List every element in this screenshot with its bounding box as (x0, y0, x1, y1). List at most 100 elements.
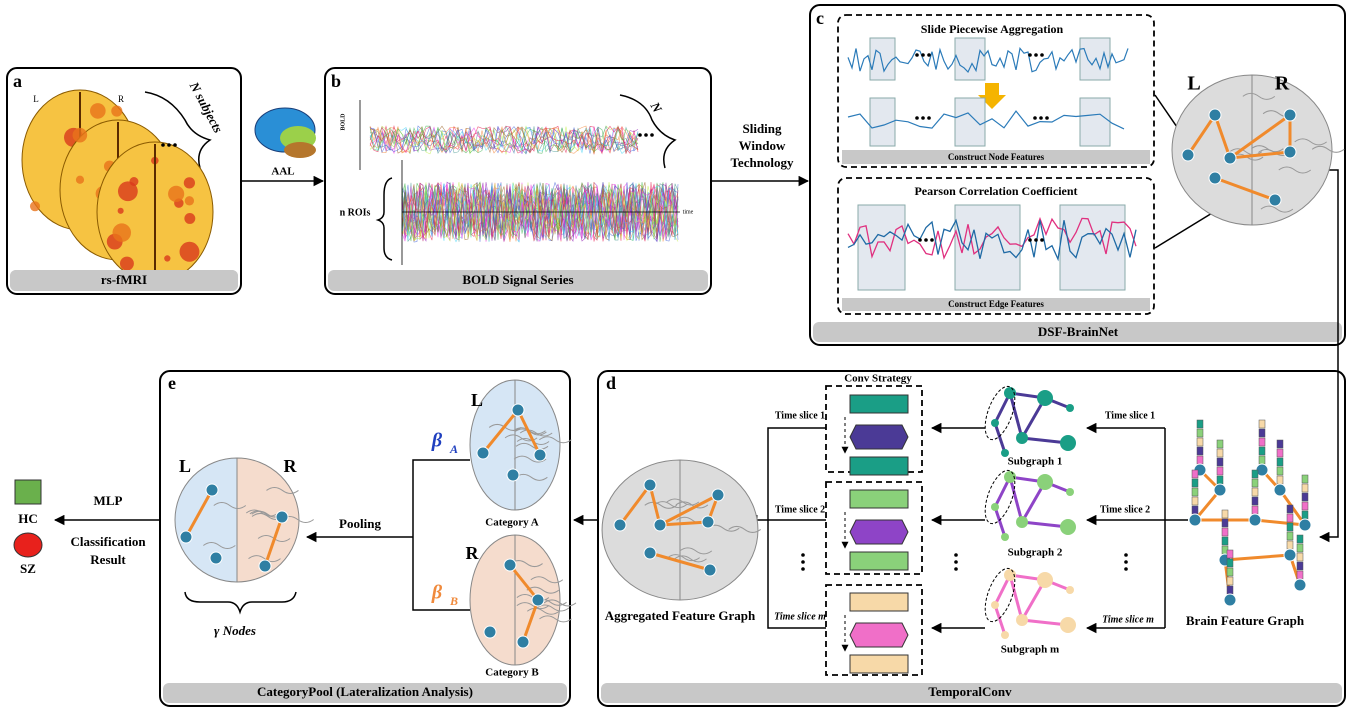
node (180, 531, 192, 543)
feature-cell (1297, 544, 1303, 552)
beta-symbol: β (431, 430, 443, 452)
side-label: R (466, 543, 480, 563)
feature-cell (1227, 550, 1233, 558)
ellipsis-dot (1040, 238, 1044, 242)
time-slice-label: Time slice 2 (1100, 504, 1150, 515)
category-label: Category B (485, 667, 539, 679)
feature-cell (1197, 456, 1203, 464)
node (1066, 404, 1074, 412)
ellipsis-dot (954, 553, 958, 557)
feature-cell (1277, 476, 1283, 484)
node (259, 560, 271, 572)
node (712, 489, 724, 501)
ellipsis-dot (918, 238, 922, 242)
feature-cell (1192, 470, 1198, 478)
panel-letter: a (13, 71, 22, 91)
ellipsis-dot (924, 238, 928, 242)
ellipsis-dot (930, 238, 934, 242)
time-slice-label: Time slice m (774, 611, 826, 622)
feature-cell (1252, 470, 1258, 478)
ellipsis-dot (801, 567, 805, 571)
sz-symbol (14, 533, 42, 557)
feature-cell (1222, 537, 1228, 545)
ellipsis-dot (954, 567, 958, 571)
axis-label: time (683, 209, 694, 215)
node (512, 404, 524, 416)
panel-letter: e (168, 373, 176, 393)
feature-cell (1297, 562, 1303, 570)
node (1001, 631, 1009, 639)
window (1080, 98, 1110, 146)
conv-layer (850, 457, 908, 475)
graph-label: Aggregated Feature Graph (605, 608, 756, 623)
node (507, 469, 519, 481)
conv-layer (850, 593, 908, 611)
ellipsis-dot (644, 133, 648, 137)
feature-cell (1259, 447, 1265, 455)
ellipsis-dot (927, 53, 931, 57)
atlas-region (284, 142, 316, 158)
activation (168, 186, 184, 202)
node (1066, 586, 1074, 594)
feature-cell (1277, 467, 1283, 475)
node (614, 519, 626, 531)
node (1037, 390, 1053, 406)
feature-cell (1217, 467, 1223, 475)
activation (184, 177, 195, 188)
mlp-label: MLP (94, 493, 123, 508)
node (991, 601, 999, 609)
node (1274, 484, 1286, 496)
panel-title: DSF-BrainNet (1038, 324, 1119, 339)
feature-cell (1287, 523, 1293, 531)
time-slice-label: Time slice 1 (1105, 410, 1155, 421)
feature-cell (1227, 577, 1233, 585)
beta-sub: A (449, 442, 458, 456)
activation (90, 103, 106, 119)
gamma-label: γ Nodes (214, 623, 256, 638)
feature-cell (1227, 568, 1233, 576)
feature-cell (1252, 497, 1258, 505)
subgraph-label: Subgraph 1 (1008, 456, 1063, 468)
node (1209, 172, 1221, 184)
node (644, 547, 656, 559)
node (532, 594, 544, 606)
conv-title: Conv Strategy (844, 373, 912, 385)
node (1284, 109, 1296, 121)
graph-label: Brain Feature Graph (1186, 613, 1305, 628)
node (1182, 149, 1194, 161)
feature-cell (1297, 553, 1303, 561)
activation (180, 242, 200, 262)
feature-cell (1217, 440, 1223, 448)
feature-cell (1222, 528, 1228, 536)
transition-label: Technology (730, 155, 794, 170)
ellipsis-dot (1028, 53, 1032, 57)
activation (73, 128, 88, 143)
node (1060, 435, 1076, 451)
feature-cell (1302, 511, 1308, 519)
pooling-label: Pooling (339, 516, 381, 531)
side-label: R (118, 94, 124, 104)
transition-label: Sliding (742, 121, 782, 136)
node (1209, 109, 1221, 121)
ellipsis-dot (915, 53, 919, 57)
conv-layer (850, 552, 908, 570)
transition-label: Window (739, 138, 786, 153)
ellipsis-dot (1028, 238, 1032, 242)
feature-cell (1217, 476, 1223, 484)
atlas-label: AAL (271, 166, 294, 178)
ellipsis-dot (1124, 560, 1128, 564)
feature-cell (1222, 510, 1228, 518)
node (702, 516, 714, 528)
node (276, 511, 288, 523)
node (704, 564, 716, 576)
node (1214, 484, 1226, 496)
node (1060, 617, 1076, 633)
node (1016, 432, 1028, 444)
node (1294, 579, 1306, 591)
conv-kernel (850, 623, 908, 647)
side-label: L (471, 390, 483, 410)
time-slice-label: Time slice 1 (775, 410, 825, 421)
feature-cell (1192, 479, 1198, 487)
conv-layer (850, 490, 908, 508)
axis-label: BOLD (340, 113, 346, 131)
